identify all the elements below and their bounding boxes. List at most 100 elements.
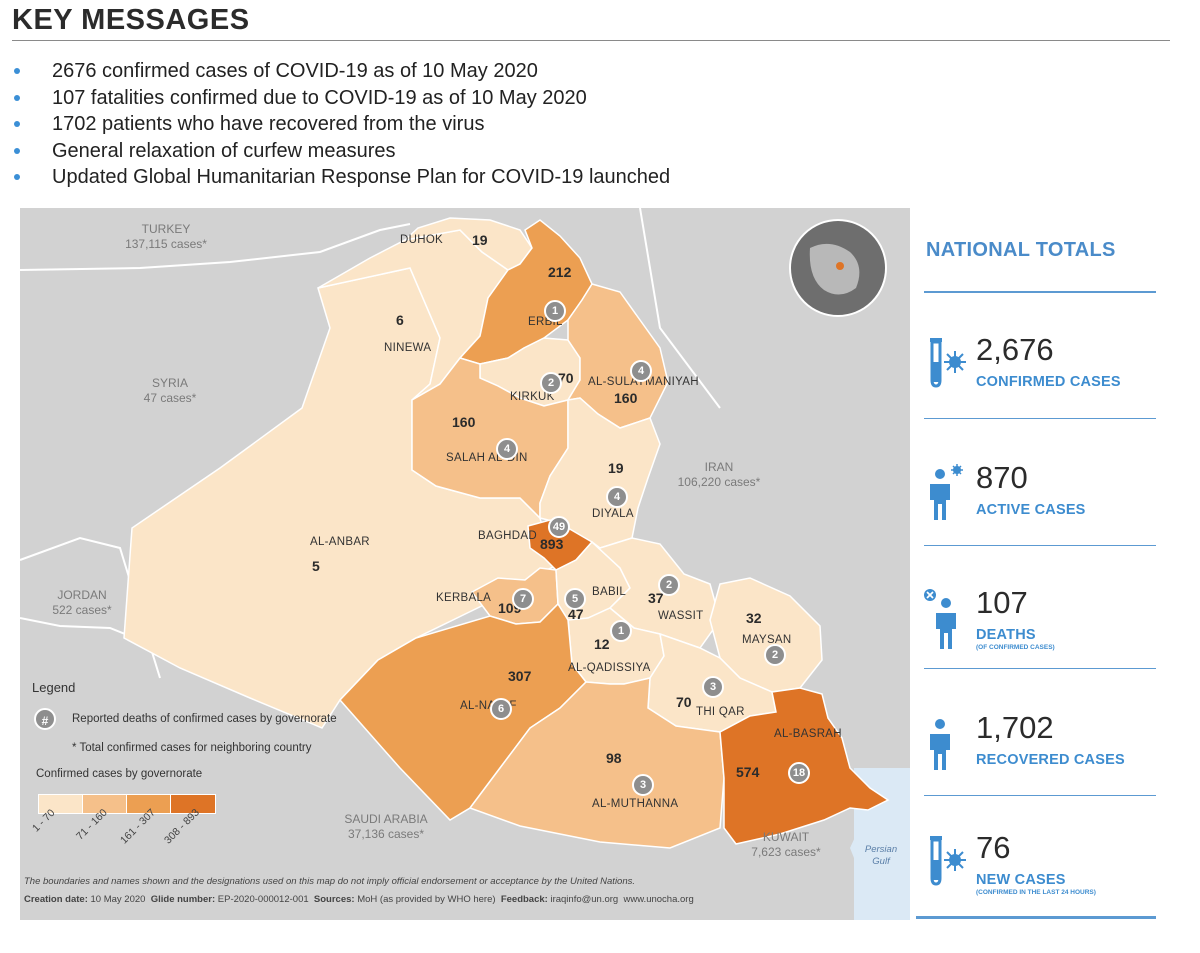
gov-duhok-cases: 19 xyxy=(472,232,488,248)
gov-al-muthanna-cases: 98 xyxy=(606,750,622,766)
key-message-item: General relaxation of curfew measures xyxy=(14,138,670,165)
title-divider xyxy=(12,40,1170,41)
stat-recovered-cases: 1,702 RECOVERED CASES xyxy=(924,710,1164,810)
gov-al-anbar-name: AL-ANBAR xyxy=(310,536,370,548)
map-footer: Creation date: 10 May 2020 Glide number:… xyxy=(24,894,694,905)
stat-confirmed-cases: 2,676 CONFIRMED CASES xyxy=(924,332,1164,432)
gov-erbil-cases: 212 xyxy=(548,264,572,280)
gov-ninewa-cases: 6 xyxy=(396,312,404,328)
person-x-icon xyxy=(924,589,956,649)
gov-al-basrah-cases: 574 xyxy=(736,764,760,780)
neighbor-label-jordan: JORDAN 522 cases* xyxy=(52,588,112,617)
active-cases-value: 870 xyxy=(976,460,1028,495)
gov-al-qadissiya-cases: 12 xyxy=(594,636,610,652)
gov-al-qadissiya-name: AL-QADISSIYA xyxy=(568,662,651,674)
gov-baghdad-cases: 893 xyxy=(540,536,564,552)
neighbor-label-iran: IRAN 106,220 cases* xyxy=(677,460,761,489)
legend-deaths-label: Reported deaths of confirmed cases by go… xyxy=(72,713,337,725)
neighbor-label-syria: SYRIA 47 cases* xyxy=(143,376,197,405)
legend-swatch-4 xyxy=(170,794,216,814)
key-message-item: 1702 patients who have recovered from th… xyxy=(14,111,670,138)
gov-wassit-cases: 37 xyxy=(648,590,664,606)
neighbor-label-saudi-arabia: SAUDI ARABIA 37,136 cases* xyxy=(344,812,428,841)
gov-thi-qar-deaths-marker: 3 xyxy=(702,676,724,698)
confirmed-cases-label: CONFIRMED CASES xyxy=(976,374,1121,390)
new-cases-label: NEW CASES xyxy=(976,872,1066,888)
deaths-value: 107 xyxy=(976,585,1028,620)
gov-diyala-name: DIYALA xyxy=(592,508,634,520)
key-message-item: Updated Global Humanitarian Response Pla… xyxy=(14,164,670,191)
gov-wassit-name: WASSIT xyxy=(658,610,704,622)
gov-thi-qar-cases: 70 xyxy=(676,694,692,710)
water-label-persian-gulf: Persian Gulf xyxy=(864,844,898,867)
active-cases-label: ACTIVE CASES xyxy=(976,502,1086,518)
deaths-label: DEATHS xyxy=(976,627,1036,643)
person-icon xyxy=(930,719,950,770)
gov-babil-name: BABIL xyxy=(592,586,627,598)
gov-duhok-name: DUHOK xyxy=(400,234,444,246)
confirmed-cases-value: 2,676 xyxy=(976,332,1054,367)
totals-divider xyxy=(924,418,1156,419)
region-al-muthanna xyxy=(468,677,725,849)
gov-salah-al-din-deaths-marker: 4 xyxy=(496,438,518,460)
gov-maysan-name: MAYSAN xyxy=(742,634,792,646)
stat-new-cases: 76 NEW CASES (CONFIRMED IN THE LAST 24 H… xyxy=(924,830,1164,930)
gov-erbil-deaths-marker: 1 xyxy=(544,300,566,322)
legend-class-label-1: 1 - 70 xyxy=(30,807,58,835)
bullet-icon xyxy=(14,121,20,127)
gov-diyala-cases: 19 xyxy=(608,460,624,476)
map-canvas xyxy=(20,208,910,920)
new-cases-sublabel: (CONFIRMED IN THE LAST 24 HOURS) xyxy=(976,889,1096,896)
test-tube-virus-icon xyxy=(930,338,966,388)
gov-wassit-deaths-marker: 2 xyxy=(658,574,680,596)
key-message-item: 2676 confirmed cases of COVID-19 as of 1… xyxy=(14,58,670,85)
gov-al-muthanna-deaths-marker: 3 xyxy=(632,774,654,796)
gov-kirkuk-name: KIRKUK xyxy=(510,391,555,403)
gov-al-qadissiya-deaths-marker: 1 xyxy=(610,620,632,642)
bullet-icon xyxy=(14,174,20,180)
legend-title: Legend xyxy=(32,680,76,695)
gov-diyala-deaths-marker: 4 xyxy=(606,486,628,508)
gov-maysan-cases: 32 xyxy=(746,610,762,626)
gov-thi-qar-name: THI QAR xyxy=(696,706,745,718)
totals-divider xyxy=(924,291,1156,293)
gov-al-basrah-deaths-marker: 18 xyxy=(788,762,810,784)
totals-divider xyxy=(924,795,1156,796)
bullet-icon xyxy=(14,147,20,154)
page-title: KEY MESSAGES xyxy=(12,4,250,36)
gov-baghdad-deaths-marker: 49 xyxy=(548,516,570,538)
gov-kerbala-name: KERBALA xyxy=(436,592,492,604)
recovered-cases-label: RECOVERED CASES xyxy=(976,752,1125,768)
totals-divider xyxy=(924,668,1156,669)
bullet-icon xyxy=(14,94,20,101)
gov-al-basrah-name: AL-BASRAH xyxy=(774,728,842,740)
new-cases-value: 76 xyxy=(976,830,1011,865)
gov-al-sulaymaniyah-deaths-marker: 4 xyxy=(630,360,652,382)
legend-classes-title: Confirmed cases by governorate xyxy=(36,768,203,780)
gov-al-najaf-deaths-marker: 6 xyxy=(490,698,512,720)
stat-deaths: 107 DEATHS (OF CONFIRMED CASES) xyxy=(924,585,1164,685)
gov-al-sulaymaniyah-cases: 160 xyxy=(614,390,638,406)
governorate-polygons xyxy=(123,217,890,849)
gov-maysan-deaths-marker: 2 xyxy=(764,644,786,666)
totals-bottom-divider xyxy=(916,916,1156,919)
gov-kirkuk-deaths-marker: 2 xyxy=(540,372,562,394)
stat-active-cases: 870 ACTIVE CASES xyxy=(924,460,1164,560)
national-totals-panel: NATIONAL TOTALS 2,676 CONFIRMED CASES 87… xyxy=(910,208,1180,928)
gov-kerbala-deaths-marker: 7 xyxy=(512,588,534,610)
legend-neighbor-note: * Total confirmed cases for neighboring … xyxy=(72,742,312,754)
map-legend: Legend # Reported deaths of confirmed ca… xyxy=(30,678,390,848)
deaths-sublabel: (OF CONFIRMED CASES) xyxy=(976,644,1055,651)
bullet-icon xyxy=(14,68,20,74)
gov-salah-al-din-cases: 160 xyxy=(452,414,476,430)
key-messages-list: 2676 confirmed cases of COVID-19 as of 1… xyxy=(14,58,670,191)
neighbor-label-kuwait: KUWAIT 7,623 cases* xyxy=(751,830,821,859)
gov-baghdad-name: BAGHDAD xyxy=(478,530,537,542)
national-totals-title: NATIONAL TOTALS xyxy=(926,239,1116,261)
recovered-cases-value: 1,702 xyxy=(976,710,1054,745)
map-disclaimer: The boundaries and names shown and the d… xyxy=(24,876,636,887)
gov-babil-deaths-marker: 5 xyxy=(564,588,586,610)
gov-babil-cases: 47 xyxy=(568,606,584,622)
gov-al-anbar-cases: 5 xyxy=(312,558,320,574)
gov-ninewa-name: NINEWA xyxy=(384,342,432,354)
